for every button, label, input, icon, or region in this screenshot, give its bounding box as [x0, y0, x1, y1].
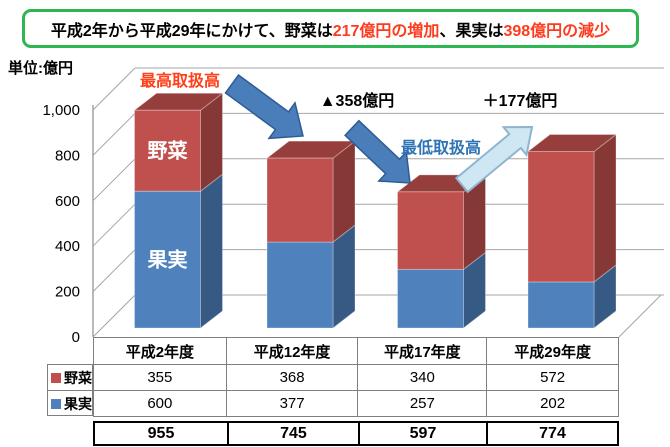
table-header-cell: 平成12年度: [225, 337, 359, 365]
y-tick-label: 0: [72, 329, 80, 346]
table-header-cell: 平成29年度: [486, 337, 619, 365]
total-cell: 597: [357, 423, 486, 444]
arrow-decrease-2-icon: [344, 119, 411, 184]
vegetable-swatch-icon: [51, 372, 61, 383]
y-axis-labels: 0 200 400 600 800 1,000: [42, 102, 80, 346]
min-volume-label: 最低取扱高: [401, 138, 481, 157]
legend-item-vegetable: 野菜: [48, 365, 92, 391]
legend-item-fruit: 果実: [48, 391, 92, 416]
bar-平成29年度: [526, 133, 618, 330]
total-cell: 955: [147, 424, 175, 442]
total-cell: 774: [486, 423, 617, 444]
first-bar-fruit-label: 果実: [148, 248, 188, 272]
table-cell: 202: [486, 390, 619, 417]
delta-decrease-label: ▲358億円: [320, 91, 395, 110]
trend-arrows: [224, 74, 534, 194]
title-text-middle: 、果実は: [439, 22, 504, 40]
bar-平成12年度: [265, 140, 357, 330]
totals-row: 955 745 597 774: [93, 421, 619, 446]
table-row-vegetable: 355 368 340 572: [93, 364, 619, 391]
unit-label: 単位:億円: [8, 60, 73, 77]
bar-平成17年度: [396, 173, 487, 330]
table-header-cell: 平成17年度: [357, 337, 488, 365]
table-header-cell: 平成2年度: [93, 337, 227, 365]
delta-increase-label: ＋177億円: [483, 91, 558, 110]
total-cell: 745: [226, 423, 358, 444]
table-cell: 600: [93, 390, 227, 417]
arrow-increase-icon: [454, 125, 534, 194]
title-text-prefix: 平成2年から平成29年にかけて、野菜は: [50, 22, 333, 40]
y-tick-label: 200: [55, 284, 80, 301]
values-table: 平成2年度 平成12年度 平成17年度 平成29年度 355 368 340 5…: [93, 337, 619, 417]
first-bar-vegetable-label: 野菜: [148, 140, 188, 163]
table-header-row: 平成2年度 平成12年度 平成17年度 平成29年度: [93, 337, 619, 365]
data-table: 野菜 果実 平成2年度 平成12年度 平成17年度 平成29年度 355 368…: [47, 337, 619, 447]
y-tick-label: 800: [55, 147, 80, 164]
arrow-decrease-1-icon: [224, 74, 304, 140]
max-volume-label: 最高取扱高: [140, 71, 220, 90]
table-row-fruit: 600 377 257 202: [93, 390, 619, 417]
table-cell: 377: [225, 390, 359, 417]
chart-legend: 野菜 果実: [47, 364, 93, 416]
table-cell: 257: [357, 390, 488, 417]
y-tick-label: 1,000: [42, 102, 80, 119]
table-cell: 368: [225, 364, 359, 391]
legend-label-vegetable: 野菜: [64, 369, 92, 386]
table-cell: 355: [93, 364, 227, 391]
fruit-swatch-icon: [51, 398, 61, 409]
title-highlight-decrease: 398億円の減少: [503, 22, 611, 40]
table-cell: 572: [486, 364, 619, 391]
title-highlight-increase: 217億円の増加: [332, 22, 440, 40]
legend-label-fruit: 果実: [64, 395, 92, 412]
title-banner: 平成2年から平成29年にかけて、野菜は 217億円の増加 、果実は 398億円の減少: [22, 9, 639, 48]
y-tick-label: 400: [55, 238, 80, 255]
table-cell: 340: [357, 364, 488, 391]
y-tick-label: 600: [55, 193, 80, 210]
